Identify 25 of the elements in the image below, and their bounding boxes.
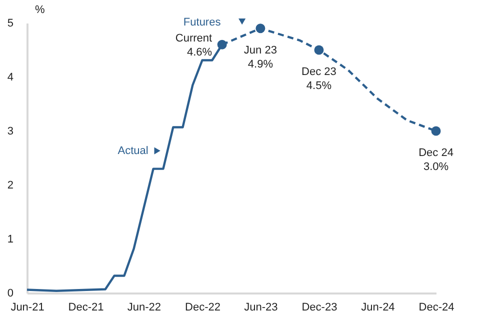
annotation: Dec 24 3.0% <box>418 147 454 173</box>
y-tick-label: 4 <box>7 72 14 84</box>
legend-label: Actual <box>118 144 148 157</box>
y-axis-title: % <box>35 4 45 16</box>
x-tick-label: Dec-24 <box>418 302 454 314</box>
y-tick-label: 5 <box>7 18 14 30</box>
x-tick-label: Dec-21 <box>68 302 104 314</box>
x-tick-label: Jun-24 <box>361 302 395 314</box>
y-tick-label: 0 <box>7 288 14 300</box>
x-tick-label: Dec-22 <box>185 302 220 314</box>
point <box>431 126 441 136</box>
x-tick-label: Dec-23 <box>302 302 338 314</box>
legend-label: Futures <box>183 16 222 29</box>
annotation: Jun 23 4.9% <box>244 44 277 70</box>
x-tick-label: Jun-23 <box>244 302 278 314</box>
x-tick-label: Jun-21 <box>10 302 44 314</box>
point <box>314 45 324 55</box>
y-tick-label: 1 <box>7 234 14 246</box>
x-tick-label: Jun-22 <box>127 302 162 314</box>
point <box>217 40 227 50</box>
y-tick-label: 2 <box>7 180 14 192</box>
annotation: Dec 23 4.5% <box>302 66 336 92</box>
point <box>256 24 266 34</box>
y-tick-label: 3 <box>7 126 14 138</box>
annotation: Current 4.6% <box>175 32 212 59</box>
